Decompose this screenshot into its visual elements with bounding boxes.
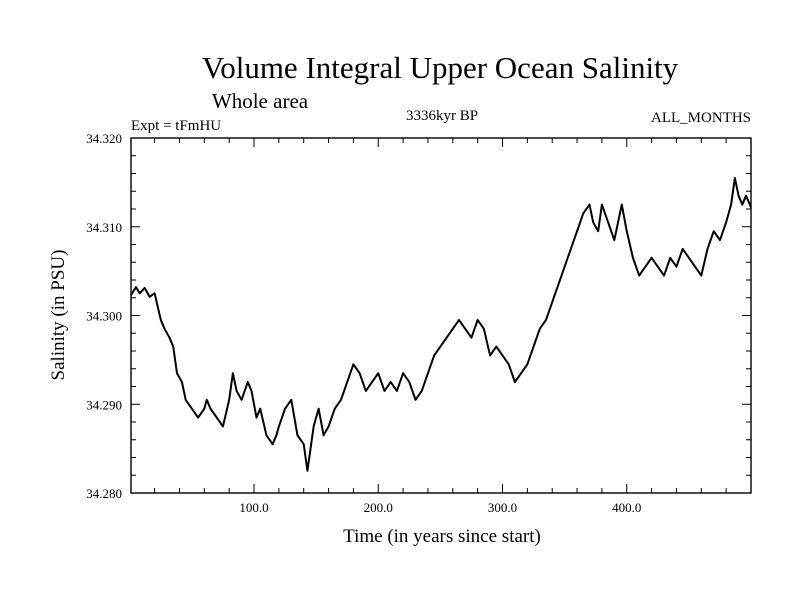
plot-frame [130, 137, 752, 494]
y-tick-label: 34.280 [86, 486, 122, 501]
y-tick-label: 34.320 [86, 131, 122, 146]
x-tick-label: 100.0 [239, 500, 268, 515]
x-tick-labels: 100.0 200.0 300.0 400.0 [239, 500, 641, 515]
period-label: 3336kyr BP [406, 108, 478, 124]
x-tick-label: 400.0 [612, 500, 641, 515]
y-tick-labels: 34.280 34.290 34.300 34.310 34.320 [86, 131, 122, 501]
x-tick-label: 200.0 [364, 500, 393, 515]
chart-subtitle: Whole area [212, 89, 309, 113]
x-tick-label: 300.0 [488, 500, 517, 515]
x-axis-title: Time (in years since start) [343, 526, 541, 547]
y-tick-label: 34.310 [86, 220, 122, 235]
y-tick-label: 34.290 [86, 397, 122, 412]
axis-ticks [131, 137, 752, 494]
chart-title: Volume Integral Upper Ocean Salinity [202, 50, 679, 85]
experiment-label: Expt = tFmHU [131, 118, 221, 134]
months-label: ALL_MONTHS [651, 110, 751, 126]
y-axis-title: Salinity (in PSU) [48, 250, 69, 381]
y-tick-label: 34.300 [86, 309, 122, 324]
salinity-line [130, 176, 752, 472]
